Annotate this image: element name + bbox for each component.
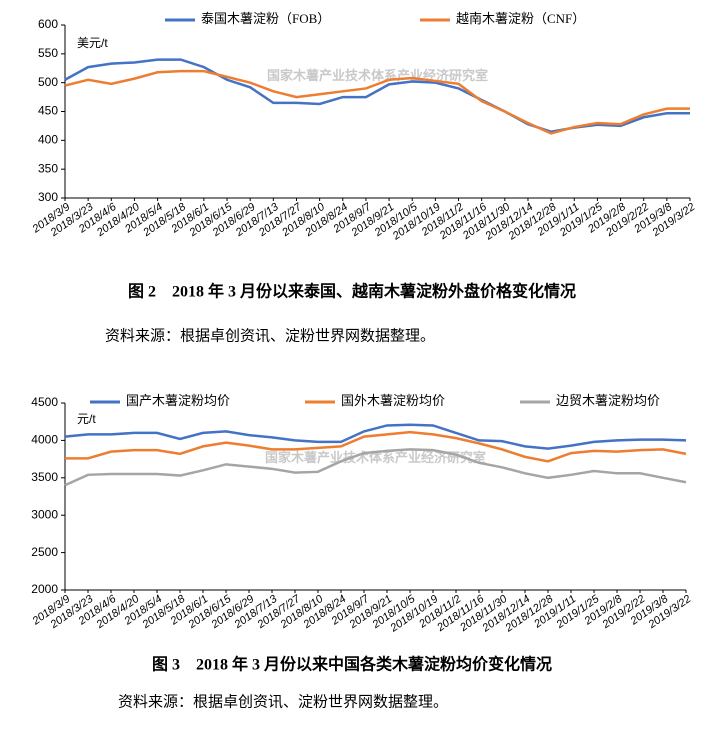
legend-label: 国产木薯淀粉均价 xyxy=(126,393,230,408)
legend-label: 泰国木薯淀粉（FOB） xyxy=(201,11,330,26)
series-line xyxy=(65,430,687,463)
caption: 图 2 2018 年 3 月份以来泰国、越南木薯淀粉外盘价格变化情况 xyxy=(128,282,576,301)
source: 资料来源：根据卓创资讯、淀粉世界网数据整理。 xyxy=(105,327,435,344)
series-line xyxy=(64,423,687,450)
y-unit: 美元/t xyxy=(77,36,108,50)
y-tick-label: 3500 xyxy=(31,470,58,484)
series-line xyxy=(64,69,690,135)
y-tick-label: 600 xyxy=(38,17,58,31)
y-tick-label: 3000 xyxy=(31,507,58,521)
y-unit: 元/t xyxy=(77,412,96,426)
legend-label: 边贸木薯淀粉均价 xyxy=(556,393,660,408)
watermark: 国家木薯产业技术体系产业经济研究室 xyxy=(265,450,486,465)
y-tick-label: 4500 xyxy=(31,395,58,409)
caption: 图 3 2018 年 3 月份以来中国各类木薯淀粉均价变化情况 xyxy=(152,655,552,674)
legend-label: 国外木薯淀粉均价 xyxy=(341,393,445,408)
source: 资料来源：根据卓创资讯、淀粉世界网数据整理。 xyxy=(118,693,448,710)
legend-label: 越南木薯淀粉（CNF） xyxy=(456,11,585,26)
y-tick-label: 450 xyxy=(38,104,58,118)
y-tick-label: 400 xyxy=(38,133,58,147)
y-tick-label: 2500 xyxy=(31,545,58,559)
watermark: 国家木薯产业技术体系产业经济研究室 xyxy=(267,68,488,83)
y-tick-label: 550 xyxy=(38,46,58,60)
y-tick-label: 500 xyxy=(38,75,58,89)
y-tick-label: 300 xyxy=(38,190,58,204)
y-tick-label: 2000 xyxy=(31,582,58,596)
y-tick-label: 4000 xyxy=(31,433,58,447)
series-line xyxy=(64,448,687,487)
y-tick-label: 350 xyxy=(38,161,58,175)
